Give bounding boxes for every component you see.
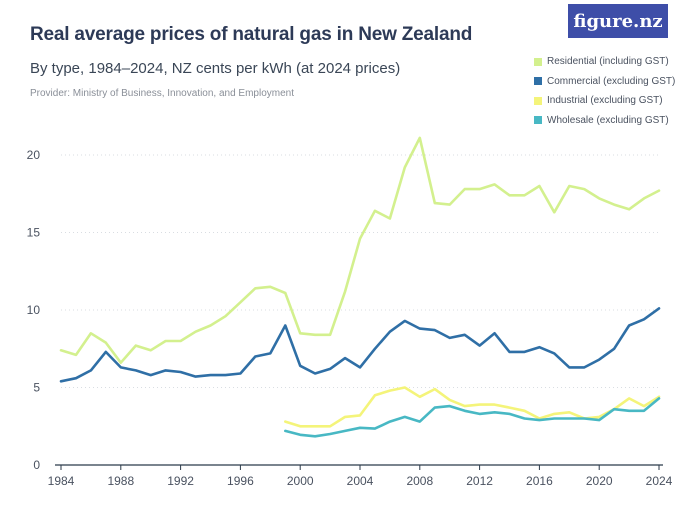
gridlines: [61, 154, 659, 388]
y-tick-label-0: 0: [33, 458, 40, 472]
y-tick-label-15: 15: [27, 226, 41, 240]
x-tick-label-2004: 2004: [347, 474, 374, 488]
x-tick-label-2024: 2024: [646, 474, 673, 488]
y-axis-tick-labels: 0 5 10 15 20: [27, 148, 41, 472]
y-tick-label-10: 10: [27, 303, 41, 317]
legend-swatch-commercial: [534, 77, 542, 86]
legend-item-wholesale: Wholesale (excluding GST): [534, 111, 675, 131]
series-line-industrial: [283, 386, 661, 428]
series-line-wholesale: [283, 397, 661, 438]
y-tick-label-5: 5: [33, 381, 40, 395]
legend-label-industrial: Industrial (excluding GST): [547, 95, 663, 107]
legend-swatch-residential: [534, 57, 542, 66]
series-lines: [59, 136, 661, 438]
x-tick-label-1988: 1988: [107, 474, 134, 488]
x-tick-label-2012: 2012: [466, 474, 493, 488]
page-title: Real average prices of natural gas in Ne…: [30, 24, 473, 45]
x-tick-label-1996: 1996: [227, 474, 254, 488]
series-line-residential: [59, 136, 661, 365]
chart-legend: Residential (including GST) Commercial (…: [534, 52, 675, 130]
y-tick-label-20: 20: [27, 148, 41, 162]
x-tick-label-2020: 2020: [586, 474, 613, 488]
x-tick-label-2000: 2000: [287, 474, 314, 488]
series-line-commercial: [59, 307, 661, 383]
x-tick-label-2008: 2008: [406, 474, 433, 488]
chart-subtitle: By type, 1984–2024, NZ cents per kWh (at…: [30, 60, 401, 77]
legend-label-wholesale: Wholesale (excluding GST): [547, 114, 669, 126]
x-tick-label-1992: 1992: [167, 474, 194, 488]
legend-item-commercial: Commercial (excluding GST): [534, 72, 675, 92]
x-axis: 1984 1988 1992 1996 2000 2004 2008 2012 2016 2020…: [48, 464, 673, 488]
data-provider: Provider: Ministry of Business, Innovati…: [30, 88, 295, 99]
figure-nz-logo[interactable]: figure.nz: [568, 4, 668, 38]
x-tick-label-2016: 2016: [526, 474, 553, 488]
legend-item-industrial: Industrial (excluding GST): [534, 91, 675, 111]
legend-label-commercial: Commercial (excluding GST): [547, 75, 676, 87]
legend-item-residential: Residential (including GST): [534, 52, 675, 72]
x-tick-label-1984: 1984: [48, 474, 75, 488]
legend-swatch-industrial: [534, 96, 542, 105]
legend-label-residential: Residential (including GST): [547, 56, 669, 68]
legend-swatch-wholesale: [534, 116, 542, 125]
